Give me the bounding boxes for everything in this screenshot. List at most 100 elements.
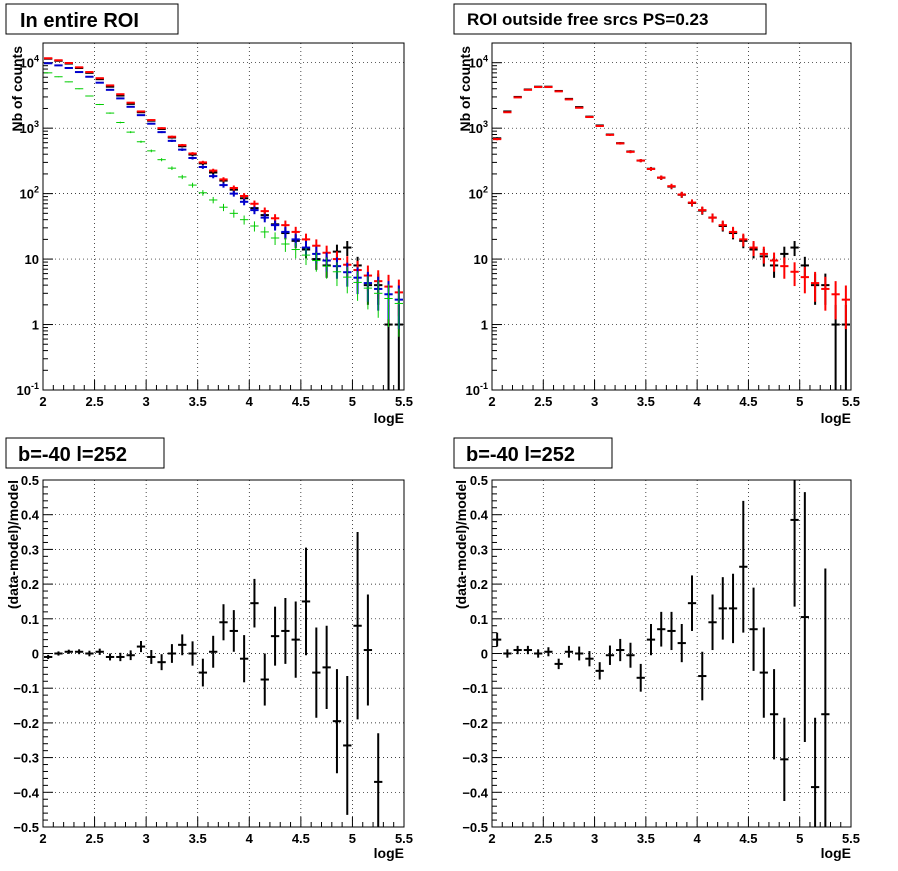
data-point — [178, 143, 187, 147]
series-2 — [44, 62, 403, 330]
data-point — [780, 257, 789, 279]
data-point — [554, 90, 563, 93]
y-tick-label: 10 — [25, 252, 39, 267]
data-point — [384, 284, 393, 327]
data-point — [64, 81, 73, 83]
data-point — [595, 124, 604, 127]
data-point — [136, 110, 146, 113]
y-tick-label: −0.4 — [13, 785, 39, 800]
data-point — [188, 152, 197, 155]
title-top-right: ROI outside free srcs PS=0.23 — [467, 10, 708, 29]
series-0 — [44, 57, 403, 390]
data-point — [626, 642, 635, 668]
data-point — [343, 241, 352, 257]
data-point — [198, 160, 208, 165]
data-point — [54, 64, 63, 67]
y-tick-label: 0.1 — [470, 612, 488, 627]
data-point — [54, 59, 63, 62]
data-point — [157, 654, 166, 671]
series-0 — [493, 85, 850, 390]
title-bottom-left: b=-40 l=252 — [18, 444, 127, 466]
y-tick-label: −0.3 — [13, 751, 39, 766]
x-tick-label: 2.5 — [86, 394, 104, 409]
title-top-left: In entire ROI — [20, 10, 139, 32]
ylabel-bottom-right: (data-model)/model — [453, 480, 469, 609]
ylabel-bottom-left: (data-model)/model — [5, 480, 21, 609]
data-point — [126, 101, 135, 104]
data-point — [281, 237, 290, 252]
panel-bottom-left: 2 2.5 3 3.5 4 4.5 5 5.5 −0.5 −0.4 −0.3 −0.2 −0.1 0 0.1… — [5, 437, 413, 861]
data-point — [229, 190, 238, 197]
data-point — [790, 241, 799, 257]
data-point — [219, 182, 228, 188]
data-point — [493, 138, 502, 141]
y-tick-label: 1 — [481, 318, 488, 333]
ylabel-top-left: Nb of counts — [9, 46, 25, 132]
y-tick-label: 0.1 — [21, 612, 39, 627]
data-point — [718, 220, 727, 231]
data-point — [534, 86, 543, 89]
data-point — [85, 75, 94, 78]
data-point — [126, 105, 135, 108]
x-tick-label: 4.5 — [739, 831, 757, 846]
data-point — [374, 733, 383, 827]
data-point — [250, 200, 259, 208]
y-tick-label: 0.3 — [21, 542, 39, 557]
data-point — [44, 654, 53, 660]
data-point — [698, 206, 707, 215]
data-point — [219, 203, 228, 212]
y-tick-label: −0.5 — [462, 820, 488, 835]
data-point — [219, 177, 228, 182]
data-point — [636, 663, 645, 692]
data-point — [147, 149, 156, 153]
data-point — [105, 85, 115, 88]
y-tick-label: 10-1 — [17, 381, 39, 398]
data-point — [523, 645, 533, 655]
x-tick-label: 5 — [349, 831, 356, 846]
data-point — [708, 213, 717, 223]
data-point — [513, 645, 522, 655]
data-point — [198, 190, 208, 196]
data-point — [605, 133, 615, 136]
data-point — [167, 135, 177, 138]
data-point — [616, 142, 625, 145]
data-point — [44, 62, 53, 65]
data-point — [44, 57, 53, 60]
data-point — [250, 578, 259, 628]
data-point — [374, 280, 383, 318]
y-tick-label: −0.2 — [13, 716, 39, 731]
data-point — [585, 651, 594, 667]
data-point — [636, 159, 645, 163]
x-tick-label: 4 — [694, 831, 702, 846]
data-point — [790, 262, 799, 287]
y-tick-label: 0.2 — [470, 577, 488, 592]
data-point — [503, 649, 512, 658]
data-point — [157, 131, 166, 134]
y-tick-label: −0.1 — [13, 681, 39, 696]
data-point — [769, 669, 779, 760]
plot-area-bottom-left: 2 2.5 3 3.5 4 4.5 5 5.5 −0.5 −0.4 −0.3 −0.2 −0.1 0 0.1… — [13, 473, 413, 846]
data-point — [322, 625, 331, 710]
data-point — [74, 66, 84, 69]
y-tick-label: 10-1 — [466, 381, 488, 398]
x-tick-label: 4.5 — [739, 394, 757, 409]
data-point — [534, 649, 543, 658]
data-point — [790, 480, 799, 607]
data-point — [831, 281, 840, 320]
x-tick-label: 4.5 — [292, 831, 310, 846]
data-point — [74, 88, 84, 90]
data-point — [667, 611, 676, 651]
title-bottom-right: b=-40 l=252 — [466, 444, 575, 466]
title-box-bottom-left — [5, 437, 165, 469]
data-point — [810, 717, 820, 827]
data-point — [239, 215, 249, 225]
data-point — [85, 650, 94, 657]
data-point — [209, 196, 218, 204]
data-point — [291, 601, 300, 678]
data-point — [595, 662, 604, 680]
data-point — [95, 103, 104, 106]
y-tick-label: −0.2 — [462, 716, 488, 731]
